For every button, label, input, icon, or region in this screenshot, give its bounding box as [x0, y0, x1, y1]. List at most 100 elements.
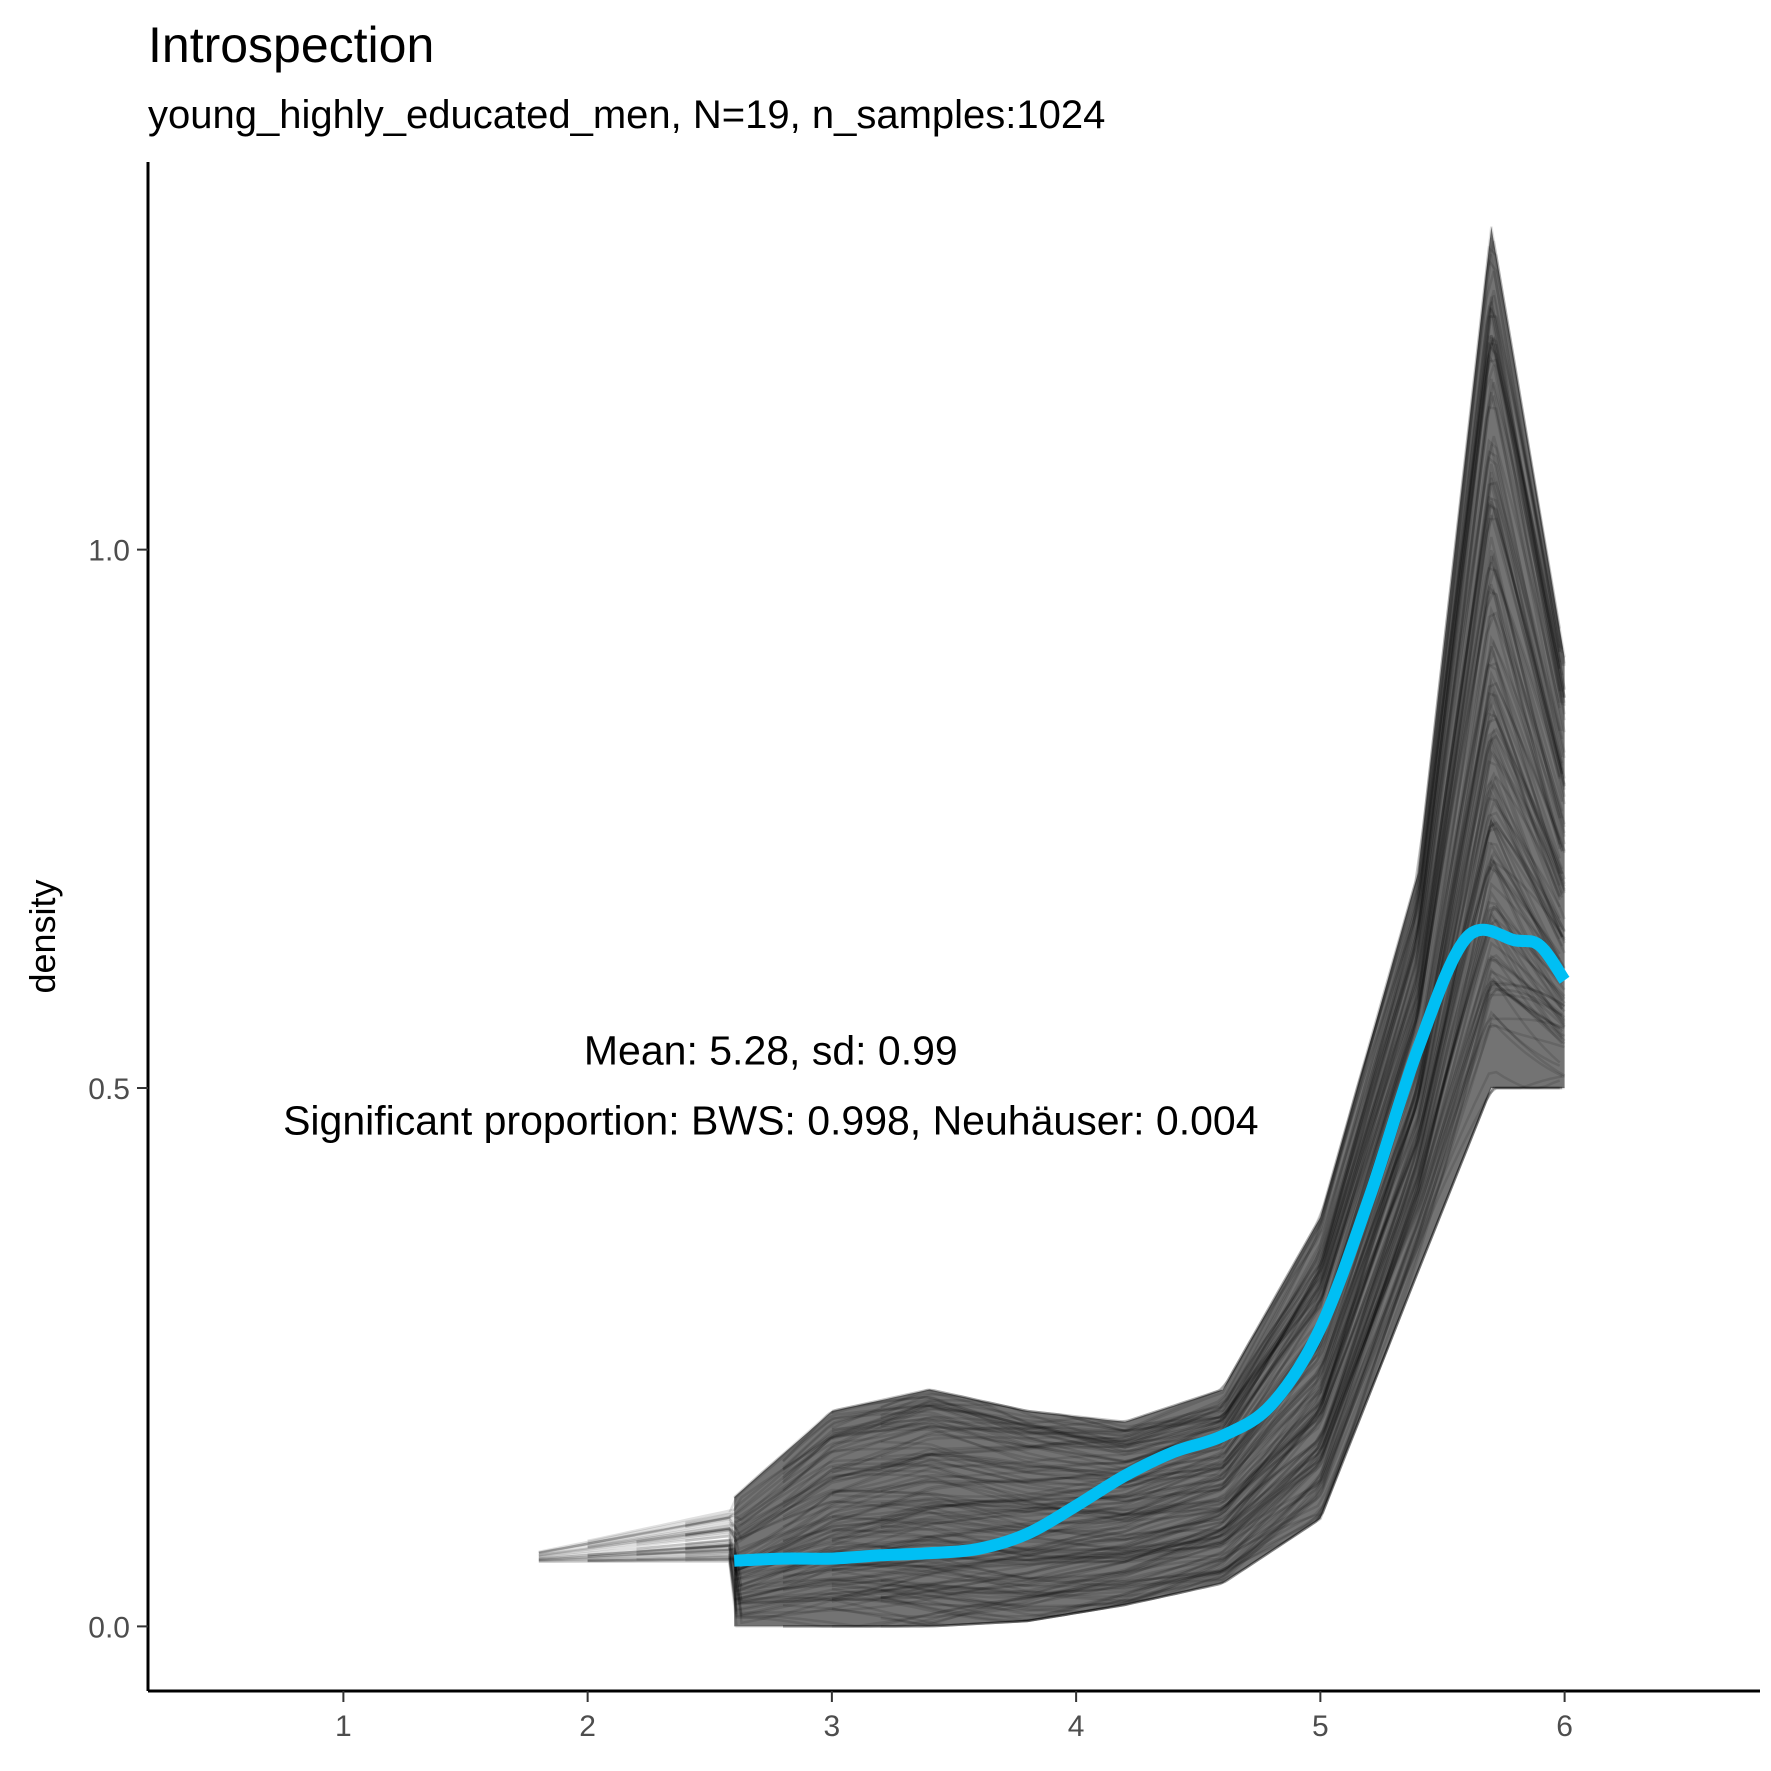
sample-curve — [538, 536, 1566, 1557]
sample-curve — [831, 913, 1566, 1585]
sample-curve — [538, 514, 1566, 1555]
sample-curve — [831, 702, 1566, 1533]
sample-curve — [782, 337, 1561, 1471]
sample-envelope — [734, 226, 1565, 1627]
sample-curve — [831, 477, 1566, 1474]
sample-curve — [831, 296, 1566, 1434]
sample-curve — [831, 861, 1566, 1587]
sample-curve — [587, 406, 1564, 1545]
chart-subtitle: young_highly_educated_men, N=19, n_sampl… — [148, 93, 1106, 137]
sample-curve — [538, 307, 1566, 1554]
sample-curve — [636, 781, 1561, 1588]
sample-curve — [831, 301, 1566, 1433]
sample-curve — [782, 771, 1561, 1560]
sample-curve — [538, 254, 1566, 1554]
sample-curve — [782, 336, 1561, 1479]
sample-curve — [685, 976, 1566, 1606]
x-tick-label: 3 — [824, 1710, 841, 1743]
sample-curve — [587, 841, 1564, 1581]
sample-curve — [783, 1086, 1560, 1628]
sample-curve — [538, 918, 1566, 1596]
sample-curve — [685, 391, 1566, 1526]
sample-curve — [831, 750, 1566, 1543]
sample-curve — [538, 858, 1566, 1603]
sample-curve — [782, 270, 1561, 1462]
significance-annotation: Significant proportion: BWS: 0.998, Neuh… — [283, 1097, 1258, 1143]
sample-curve — [636, 689, 1561, 1562]
sample-curve — [587, 1086, 1563, 1628]
sample-curve — [733, 681, 1564, 1567]
sample-curve — [587, 988, 1563, 1625]
sample-curve — [880, 982, 1563, 1612]
sample-curve — [831, 993, 1566, 1604]
sample-curve — [782, 904, 1561, 1592]
sample-curve — [880, 495, 1564, 1466]
y-tick-label: 0.5 — [88, 1073, 130, 1106]
y-tick-label: 1.0 — [88, 535, 130, 568]
sample-curve — [782, 697, 1561, 1543]
sample-curve — [782, 435, 1561, 1503]
sample-curve — [880, 865, 1564, 1599]
sample-curve — [831, 853, 1566, 1595]
sample-curve — [880, 954, 1564, 1592]
sample-curve — [880, 811, 1564, 1549]
sample-curve — [880, 827, 1564, 1554]
sample-curve — [685, 498, 1566, 1546]
sample-density-curves — [538, 226, 1566, 1628]
chart-title: Introspection — [148, 17, 435, 73]
x-tick-label: 1 — [335, 1710, 352, 1743]
sample-curve — [782, 799, 1561, 1574]
x-tick-label: 6 — [1556, 1710, 1573, 1743]
mean-density-curve — [733, 923, 1570, 1567]
sample-curve — [733, 258, 1564, 1499]
sample-curve — [587, 901, 1564, 1590]
sample-curve — [831, 645, 1566, 1553]
sample-curve — [782, 240, 1561, 1463]
sample-curve — [538, 684, 1566, 1571]
x-tick-label: 4 — [1068, 1710, 1085, 1743]
sample-curve — [880, 503, 1564, 1470]
sample-curve — [685, 583, 1566, 1542]
sample-curve — [831, 747, 1566, 1542]
sample-curve — [685, 957, 1566, 1618]
sample-curve — [831, 500, 1566, 1488]
sample-curve — [685, 634, 1566, 1574]
sample-curve — [782, 295, 1561, 1470]
sample-curve — [636, 819, 1561, 1588]
sample-curve — [880, 985, 1563, 1599]
sample-curve — [831, 1074, 1565, 1628]
sample-curve — [538, 890, 1566, 1593]
y-axis-title: density — [22, 879, 63, 993]
x-axis: 1 2 3 4 5 6 — [335, 1691, 1573, 1743]
sample-curve — [831, 881, 1566, 1576]
mean-density-layer — [733, 923, 1570, 1567]
sample-curve — [782, 507, 1561, 1509]
sample-curve — [685, 463, 1566, 1533]
sample-curve — [880, 304, 1564, 1449]
sample-curve — [831, 444, 1566, 1484]
sample-curve — [831, 339, 1566, 1441]
sample-curve — [538, 969, 1566, 1619]
sample-curve — [880, 1024, 1563, 1628]
sample-curve — [538, 482, 1566, 1557]
sample-curve — [538, 605, 1566, 1569]
sample-curve — [685, 941, 1566, 1611]
sample-curve — [831, 983, 1566, 1601]
sample-curve — [587, 775, 1564, 1592]
sample-curve — [685, 334, 1566, 1524]
sample-curve — [587, 1070, 1563, 1628]
sample-curve — [538, 967, 1566, 1607]
sample-curve — [733, 907, 1564, 1609]
sample-curve — [880, 1086, 1563, 1628]
sample-curve — [587, 918, 1564, 1604]
sample-curve — [587, 958, 1564, 1624]
sample-curve — [538, 1017, 1566, 1619]
sample-curve — [880, 352, 1564, 1473]
sample-curve — [782, 611, 1561, 1528]
sample-curve — [880, 358, 1564, 1432]
sample-curve — [831, 980, 1566, 1600]
sample-curve — [782, 381, 1561, 1492]
sample-curve — [538, 954, 1566, 1612]
sample-curve — [782, 289, 1561, 1469]
